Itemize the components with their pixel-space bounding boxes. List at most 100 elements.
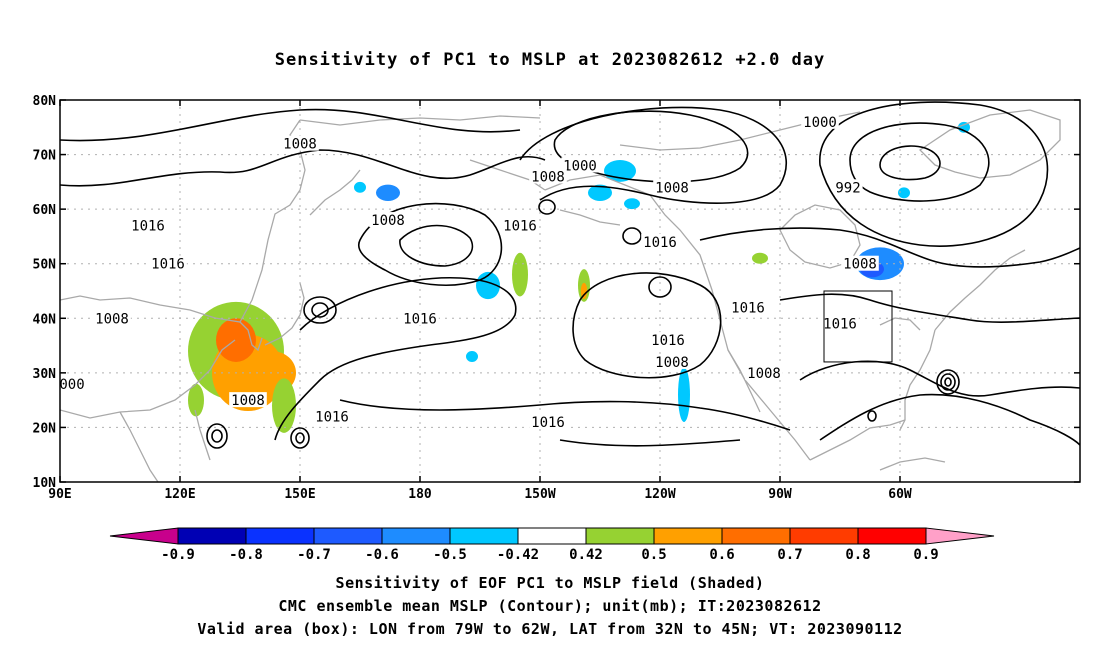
contour-1000-greenland-low [849, 122, 990, 202]
colorbar-swatch [585, 527, 655, 545]
coastline-baja [727, 349, 761, 413]
colorbar-high-arrow [925, 527, 995, 545]
contour-label: 1008 [371, 213, 405, 229]
caption-valid-area: Valid area (box): LON from 79W to 62W, L… [197, 620, 903, 638]
colorbar-swatch [177, 527, 247, 545]
colorbar-swatch [381, 527, 451, 545]
coastline-philippines [194, 409, 211, 461]
colorbar-swatch [721, 527, 791, 545]
contour-992-greenland-low [879, 145, 941, 181]
contour-1008-greenland-low [819, 101, 1049, 247]
colorbar-label: -0.5 [433, 547, 467, 563]
contour-label-bg [745, 364, 783, 380]
contour-1016-siberia-low [358, 202, 503, 286]
contour-1008-arctic [60, 108, 521, 142]
contour-typhoon-2 [290, 427, 310, 449]
contour-label-bg [57, 375, 87, 391]
coastline-alaska [544, 174, 811, 461]
colorbar-label: -0.42 [497, 547, 539, 563]
contour-small-low-1 [622, 227, 642, 245]
shading-patch [752, 252, 768, 264]
lon-label: 90E [48, 487, 71, 502]
map-title: Sensitivity of PC1 to MSLP at 2023082612… [274, 50, 826, 70]
lat-label: 20N [33, 421, 57, 436]
lat-label: 60N [33, 203, 57, 218]
contour-label-bg [649, 332, 687, 348]
shading-patch [272, 378, 296, 433]
caption-contour: CMC ensemble mean MSLP (Contour); unit(m… [278, 597, 822, 615]
lat-label: 40N [33, 312, 57, 327]
contour-label: 1000 [563, 158, 597, 174]
contour-1016-lower [339, 399, 791, 431]
sensitivity-shading [188, 121, 970, 433]
colorbar-label: -0.6 [365, 547, 399, 563]
colorbar-label: 0.42 [569, 547, 603, 563]
contour-label-bg [653, 179, 691, 195]
colorbar-swatch [789, 527, 859, 545]
contour-label: 1008 [747, 366, 781, 382]
contour-label-bg [281, 135, 319, 151]
coastline-canada-east [934, 249, 1026, 331]
map-frame [59, 99, 1081, 483]
lon-label: 120E [164, 487, 195, 502]
contour-1016-central-pacific [572, 272, 722, 379]
colorbar-low-arrow [109, 527, 179, 545]
contour-small-3 [867, 410, 877, 422]
contour-hurricane-1-mid [940, 373, 956, 391]
contour-label: 1008 [655, 180, 689, 196]
shading-patch [466, 351, 478, 362]
contour-label-bg [149, 255, 187, 271]
contour-hurricane-1 [936, 369, 960, 395]
colorbar-label: -0.7 [297, 547, 331, 563]
colorbar-label: 0.6 [709, 547, 734, 563]
contour-label-bg [129, 217, 167, 233]
lat-label: 80N [33, 94, 57, 109]
contour-high-japan-inner [311, 302, 329, 318]
contour-label-bg [801, 113, 839, 129]
contour-label-bg [529, 168, 567, 184]
coastline-great-lakes [879, 317, 921, 331]
contour-label-bg [841, 255, 879, 271]
colorbar-swatch [245, 527, 315, 545]
coastline-hudson-bay [779, 204, 861, 269]
coastline-kamchatka [309, 169, 361, 216]
contour-1016-asia-north [60, 149, 546, 187]
colorbar-swatch [653, 527, 723, 545]
contour-label: 1008 [655, 355, 689, 371]
colorbar-label: 0.9 [913, 547, 938, 563]
valid-area-box [823, 290, 893, 363]
contour-label: 1016 [131, 219, 165, 235]
contour-typhoon-1-inner [211, 429, 223, 443]
lat-label: 10N [33, 476, 57, 491]
shading-patch [588, 184, 612, 201]
lat-label: 30N [33, 367, 57, 382]
colorbar-label: -0.9 [161, 547, 195, 563]
contour-label-bg [529, 413, 567, 429]
graticule [60, 100, 1080, 482]
coastline-siberia-north [299, 115, 541, 126]
shading-patch [898, 187, 910, 199]
contour-label: 1016 [823, 317, 857, 333]
colorbar-swatch [857, 527, 927, 545]
contour-typhoon-2-inner [295, 432, 305, 444]
colorbar-label: 0.8 [845, 547, 870, 563]
coastline-gulf-mexico [809, 419, 906, 461]
contour-1016-tropics [559, 439, 741, 447]
contour-label-bg [561, 157, 599, 173]
colorbar-label: 0.5 [641, 547, 666, 563]
contour-typhoon-1 [206, 423, 228, 449]
colorbar-swatch [517, 527, 587, 545]
contour-high-japan [303, 296, 337, 324]
lon-label: 60W [888, 487, 912, 502]
coastline-aleutians [559, 209, 621, 226]
contour-label: 1000 [803, 115, 837, 131]
coastline-japan [264, 282, 305, 346]
contour-label-bg [729, 299, 767, 315]
lon-label: 150W [524, 487, 555, 502]
contour-label-bg [401, 310, 439, 326]
contour-label-bg [501, 217, 539, 233]
colorbar-swatch [313, 527, 383, 545]
colorbar-swatch [449, 527, 519, 545]
